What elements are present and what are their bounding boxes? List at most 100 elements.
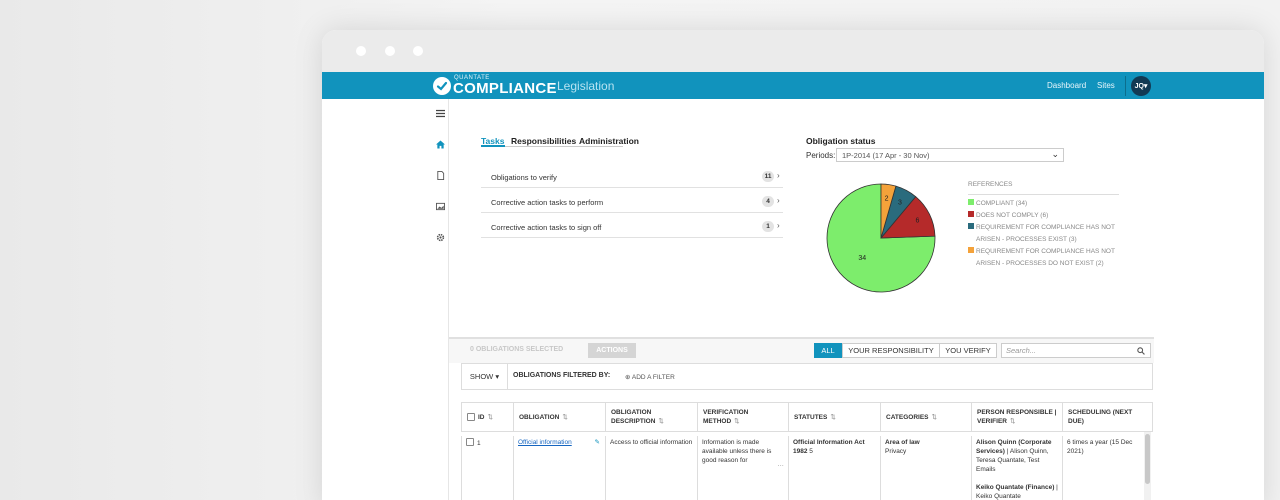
image-icon[interactable] bbox=[432, 198, 448, 214]
gear-icon[interactable] bbox=[432, 229, 448, 245]
legend-title: REFERENCES bbox=[968, 181, 1013, 188]
task-count-badge: 4 bbox=[762, 196, 774, 207]
column-header-id[interactable]: ID ⇅ bbox=[461, 402, 513, 432]
tab-administration[interactable]: Administration bbox=[579, 136, 639, 146]
sort-icon: ⇅ bbox=[658, 418, 664, 425]
cell-statutes: Official Information Act 1982 5 bbox=[788, 436, 880, 500]
select-all-checkbox[interactable] bbox=[467, 413, 475, 421]
obligation-link[interactable]: Official information bbox=[518, 439, 572, 446]
nav-dashboard-link[interactable]: Dashboard bbox=[1047, 81, 1087, 90]
task-item-obligations-to-verify[interactable]: Obligations to verify 11 › bbox=[481, 163, 783, 188]
table-action-bar: 0 OBLIGATIONS SELECTED ACTIONS ALL YOUR … bbox=[449, 339, 1154, 363]
column-header-label: VERIFICATION METHOD bbox=[703, 409, 749, 425]
column-header-label: OBLIGATION DESCRIPTION bbox=[611, 409, 656, 425]
plus-circle-icon: ⊕ bbox=[625, 374, 632, 381]
chevron-right-icon: › bbox=[777, 171, 780, 180]
home-icon[interactable] bbox=[432, 136, 448, 152]
filtered-by-label: OBLIGATIONS FILTERED BY: bbox=[513, 372, 611, 379]
category-value: Privacy bbox=[885, 448, 907, 455]
periods-select[interactable]: 1P-2014 (17 Apr - 30 Nov) ⌄ bbox=[836, 148, 1064, 162]
row-checkbox[interactable] bbox=[466, 438, 474, 446]
statute-name: Official Information Act 1982 bbox=[793, 439, 865, 455]
legend-swatch bbox=[968, 211, 974, 217]
chevron-right-icon: › bbox=[777, 196, 780, 205]
scrollbar-thumb[interactable] bbox=[1145, 434, 1150, 484]
user-avatar[interactable]: JQ▾ bbox=[1131, 76, 1151, 96]
task-item-corrective-sign-off[interactable]: Corrective action tasks to sign off 1 › bbox=[481, 213, 783, 238]
tab-active-indicator bbox=[481, 145, 505, 147]
cell-obligation: Official information ✎ bbox=[513, 436, 605, 500]
sort-icon: ⇅ bbox=[1009, 418, 1016, 425]
task-label: Corrective action tasks to sign off bbox=[491, 223, 602, 232]
filter-all-button[interactable]: ALL bbox=[814, 343, 842, 358]
person-department: Keiko Quantate (Finance) bbox=[976, 484, 1055, 491]
pie-label-processes-exist: 3 bbox=[898, 200, 902, 207]
column-header-statutes[interactable]: STATUTES ⇅ bbox=[788, 402, 880, 432]
brand-title[interactable]: COMPLIANCE bbox=[453, 80, 557, 97]
table-scrollbar[interactable] bbox=[1144, 432, 1151, 500]
show-dropdown[interactable]: SHOW ▾ bbox=[462, 364, 508, 389]
section-divider bbox=[449, 337, 1154, 339]
menu-icon[interactable] bbox=[432, 105, 448, 121]
filter-you-verify-button[interactable]: YOU VERIFY bbox=[939, 343, 997, 358]
legend-label: COMPLIANT (34) bbox=[976, 200, 1028, 207]
cell-id: 1 bbox=[461, 436, 513, 500]
pie-label-processes-do-not-exist: 2 bbox=[885, 195, 889, 202]
window-maximize-dot[interactable] bbox=[413, 46, 423, 56]
window-close-dot[interactable] bbox=[356, 46, 366, 56]
column-header-label: STATUTES bbox=[794, 413, 828, 421]
document-icon[interactable] bbox=[432, 167, 448, 183]
pie-slice-processes-do-not-exist[interactable] bbox=[880, 183, 897, 239]
person-names: | Alison Quinn, Teresa Quantate, Test Em… bbox=[976, 448, 1049, 473]
column-header-verification[interactable]: VERIFICATION METHOD ⇅ bbox=[697, 402, 788, 432]
sort-icon: ⇅ bbox=[734, 418, 740, 425]
cell-description: Access to official information bbox=[605, 436, 697, 500]
column-header-categories[interactable]: CATEGORIES ⇅ bbox=[880, 402, 971, 432]
brand-subtitle: QUANTATE bbox=[454, 75, 490, 81]
legend-item-compliant: COMPLIANT (34) bbox=[968, 198, 1128, 210]
pie-label-does-not-comply: 6 bbox=[915, 218, 919, 225]
tab-tasks[interactable]: Tasks bbox=[481, 136, 505, 146]
cell-verification: Information is made available unless the… bbox=[697, 436, 788, 500]
column-header-scheduling[interactable]: SCHEDULING (NEXT DUE) bbox=[1062, 402, 1153, 432]
verification-text: Information is made available unless the… bbox=[702, 439, 772, 464]
obligation-status-pie-chart: 34 6 3 2 bbox=[826, 183, 936, 293]
add-filter-button[interactable]: ⊕ ADD A FILTER bbox=[625, 373, 675, 381]
column-header-label: SCHEDULING (NEXT DUE) bbox=[1068, 409, 1133, 425]
row-id: 1 bbox=[477, 440, 481, 447]
task-item-corrective-perform[interactable]: Corrective action tasks to perform 4 › bbox=[481, 188, 783, 213]
search-input[interactable]: Search... bbox=[1001, 343, 1151, 358]
browser-window: QUANTATE COMPLIANCE Legislation Dashboar… bbox=[322, 30, 1264, 500]
actions-button[interactable]: ACTIONS bbox=[588, 343, 636, 358]
legend-item-processes-exist: REQUIREMENT FOR COMPLIANCE HAS NOT ARISE… bbox=[968, 222, 1128, 246]
cell-person: Alison Quinn (Corporate Services) | Alis… bbox=[971, 436, 1062, 500]
filter-bar: SHOW ▾ OBLIGATIONS FILTERED BY: ⊕ ADD A … bbox=[461, 363, 1153, 390]
legend-swatch bbox=[968, 223, 974, 229]
filter-your-responsibility-button[interactable]: YOUR RESPONSIBILITY bbox=[842, 343, 940, 358]
tab-underline bbox=[481, 146, 623, 147]
column-header-description[interactable]: OBLIGATION DESCRIPTION ⇅ bbox=[605, 402, 697, 432]
cell-scheduling: 6 times a year (15 Dec 2021) bbox=[1062, 436, 1144, 500]
nav-sites-link[interactable]: Sites bbox=[1097, 81, 1115, 90]
column-header-label: CATEGORIES bbox=[886, 413, 929, 421]
chevron-down-icon: ⌄ bbox=[1051, 149, 1059, 159]
nav-divider bbox=[1125, 76, 1126, 96]
column-header-person[interactable]: PERSON RESPONSIBLE | VERIFIER ⇅ bbox=[971, 402, 1062, 432]
legend-label: DOES NOT COMPLY (6) bbox=[976, 212, 1049, 219]
periods-select-value: 1P-2014 (17 Apr - 30 Nov) bbox=[842, 151, 930, 160]
column-header-obligation[interactable]: OBLIGATION ⇅ bbox=[513, 402, 605, 432]
sort-icon: ⇅ bbox=[562, 413, 568, 421]
window-minimize-dot[interactable] bbox=[385, 46, 395, 56]
more-ellipsis-icon[interactable]: … bbox=[777, 461, 785, 468]
task-count-badge: 1 bbox=[762, 221, 774, 232]
column-header-label: ID bbox=[478, 413, 485, 421]
pie-label-compliant: 34 bbox=[858, 255, 866, 262]
window-chrome bbox=[322, 30, 1264, 72]
legend-swatch bbox=[968, 199, 974, 205]
column-header-label: OBLIGATION bbox=[519, 413, 560, 421]
category-group: Area of law bbox=[885, 439, 920, 446]
tab-responsibilities[interactable]: Responsibilities bbox=[511, 136, 577, 146]
add-filter-label: ADD A FILTER bbox=[631, 374, 675, 381]
edit-icon[interactable]: ✎ bbox=[594, 439, 600, 446]
person-names: | Keiko Quantate bbox=[976, 484, 1058, 500]
